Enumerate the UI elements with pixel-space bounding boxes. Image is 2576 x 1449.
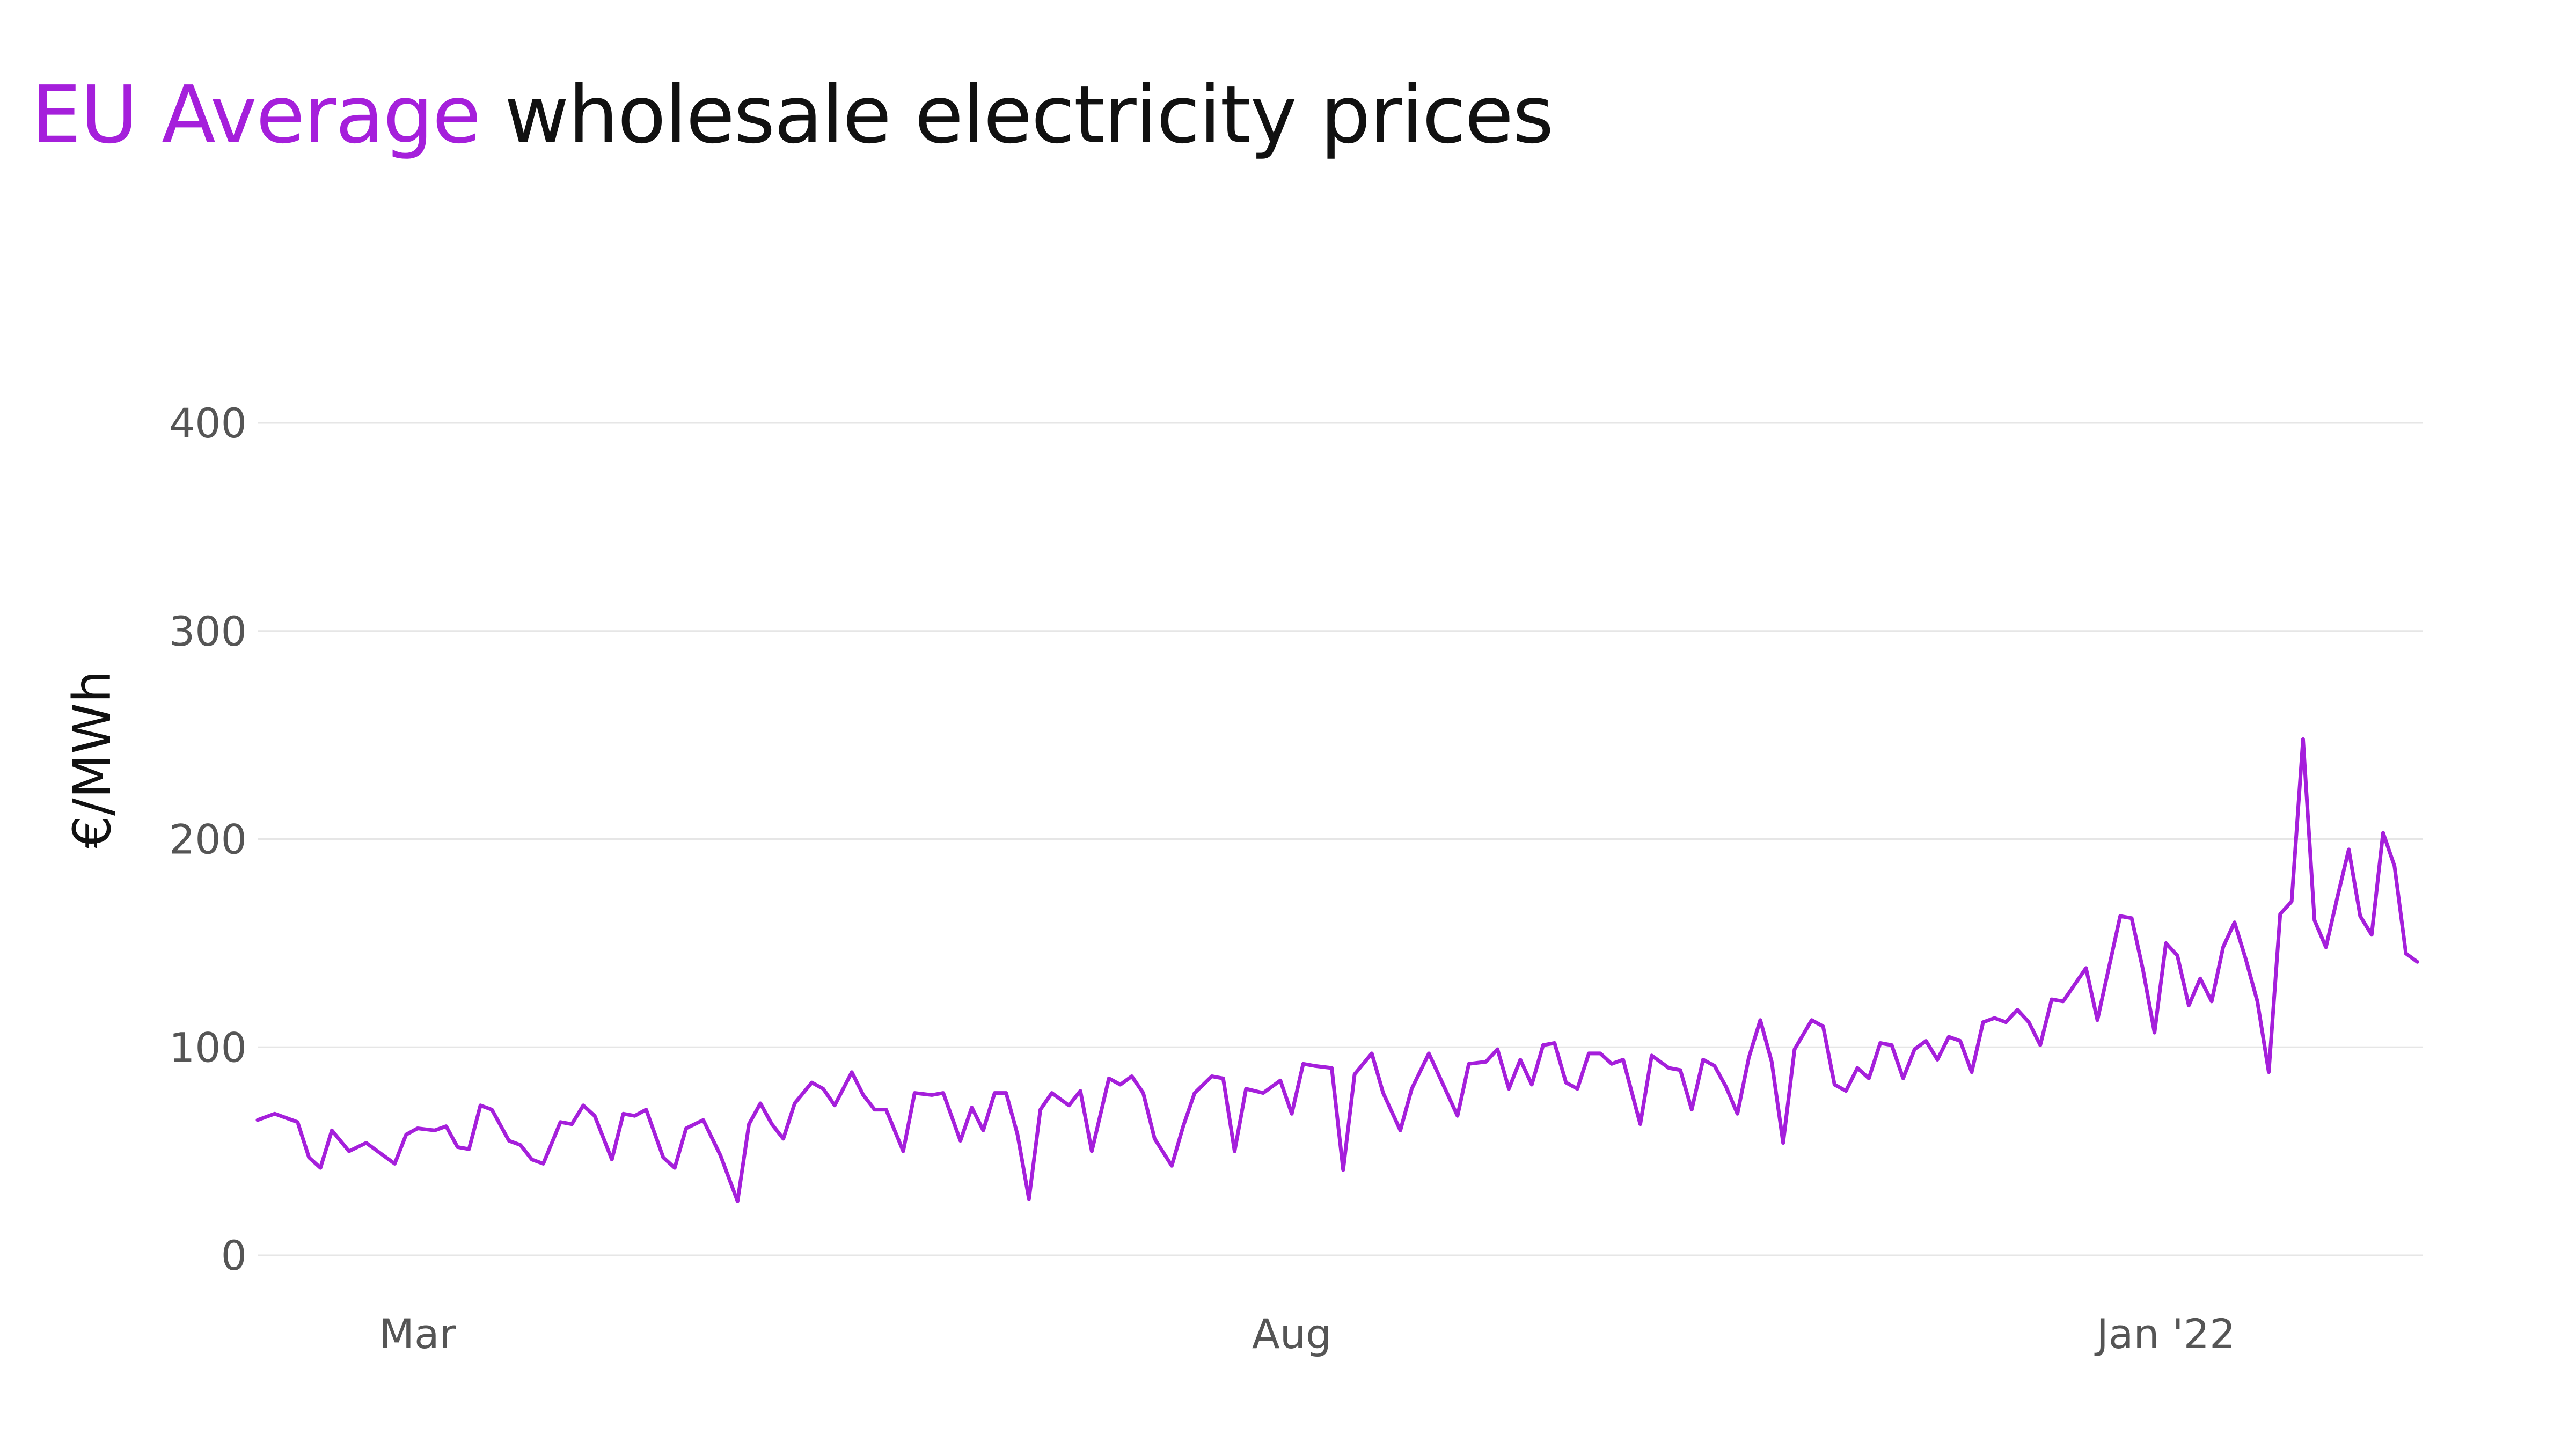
y-tick-label: 300 (169, 608, 247, 655)
series-layer (255, 737, 2419, 1203)
y-tick-label: 0 (221, 1232, 247, 1279)
y-axis-ticks: 0 100 200 300 400 (169, 399, 247, 1279)
x-tick-label: Jan '22 (2094, 1310, 2235, 1358)
y-tick-label: 400 (169, 399, 247, 447)
y-tick-label: 200 (169, 816, 247, 863)
x-tick-label: Aug (1252, 1310, 1331, 1358)
chart-title-rest: wholesale electricity prices (480, 69, 1554, 161)
y-axis-title: €/MWh (62, 670, 122, 848)
x-axis-ticks: Mar Aug Jan '22 (379, 1310, 2235, 1358)
chart-title-highlight: EU Average (31, 69, 481, 161)
series-line-0 (255, 737, 2419, 1203)
chart-title: EU Average wholesale electricity prices (31, 75, 1554, 155)
y-tick-label: 100 (169, 1023, 247, 1071)
gridlines (258, 422, 2423, 1256)
x-tick-label: Mar (379, 1310, 456, 1358)
